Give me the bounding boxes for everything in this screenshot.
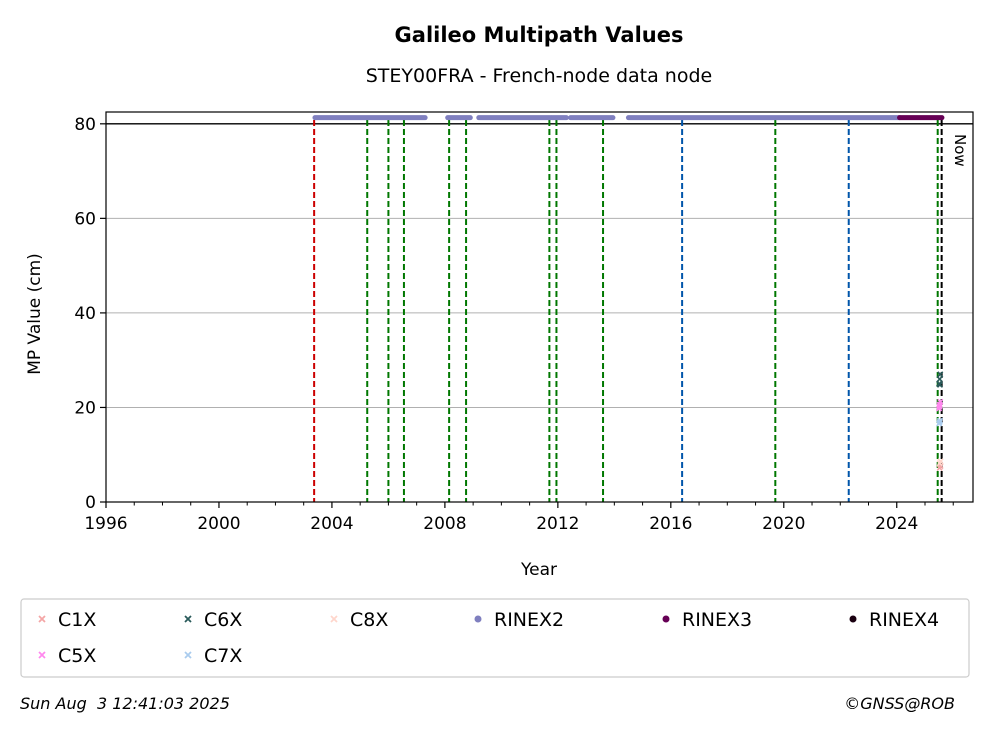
legend-label: RINEX3 — [682, 609, 752, 631]
legend-item-rinex2: RINEX2 — [474, 609, 564, 631]
legend-item-c1x: C1X — [38, 609, 96, 631]
x-tick-label: 1996 — [84, 514, 127, 534]
series-C7X-point — [936, 417, 944, 424]
legend-label: RINEX4 — [869, 609, 939, 631]
series-C6X-point — [937, 371, 944, 378]
y-tick-label: 80 — [74, 115, 96, 135]
y-tick-label: 40 — [74, 304, 96, 324]
x-tick-label: 2020 — [762, 514, 805, 534]
marker-stroke — [936, 376, 943, 383]
marker-stroke — [937, 371, 944, 378]
chart-title: Galileo Multipath Values — [395, 23, 684, 47]
legend: C1X C6X C8X RINEX2 RINEX3 RINEX4 C5X C7X — [38, 609, 939, 667]
series-C6X-point — [936, 376, 943, 383]
legend-marker — [184, 651, 192, 659]
axis-ticks: 0 20 40 60 80 1996 2000 2004 2008 2012 2016 2020 202… — [74, 115, 954, 534]
y-tick-label: 60 — [74, 209, 96, 229]
event-lines — [313, 120, 943, 502]
marker-stroke — [937, 398, 944, 405]
marker-stroke — [936, 381, 944, 388]
x-tick-label: 2012 — [536, 514, 579, 534]
series-C7X-point — [936, 419, 943, 426]
legend-item-c5x: C5X — [38, 645, 96, 667]
footer-timestamp: Sun Aug 3 12:41:03 2025 — [20, 694, 230, 713]
marker-stroke — [937, 463, 944, 470]
x-tick-label: 2000 — [197, 514, 240, 534]
legend-marker — [662, 615, 670, 623]
data-points — [312, 115, 945, 472]
series-C6X-point — [936, 381, 944, 388]
legend-label: C6X — [204, 609, 242, 631]
chart-subtitle: STEY00FRA - French-node data node — [366, 65, 712, 87]
x-tick-label: 2004 — [310, 514, 353, 534]
x-tick-label: 2016 — [649, 514, 692, 534]
now-label: Now — [951, 134, 969, 167]
legend-item-rinex3: RINEX3 — [662, 609, 752, 631]
marker-stroke — [937, 458, 944, 465]
legend-label: C8X — [350, 609, 388, 631]
legend-item-c7x: C7X — [184, 645, 242, 667]
x-axis-label: Year — [520, 560, 557, 580]
marker-stroke — [936, 417, 944, 424]
legend-box — [20, 598, 970, 678]
marker-stroke — [936, 403, 943, 410]
x-tick-label: 2008 — [423, 514, 466, 534]
legend-label: RINEX2 — [494, 609, 564, 631]
y-axis-label: MP Value (cm) — [25, 253, 45, 375]
legend-item-c6x: C6X — [184, 609, 242, 631]
grid-lines — [106, 123, 973, 408]
legend-marker — [38, 651, 46, 659]
legend-item-c8x: C8X — [330, 609, 388, 631]
y-tick-label: 20 — [74, 398, 96, 418]
legend-marker — [38, 615, 46, 623]
legend-marker — [849, 615, 857, 623]
footer-credit: ©GNSS@ROB — [844, 694, 955, 713]
legend-label: C5X — [58, 645, 96, 667]
marker-stroke — [936, 419, 943, 426]
x-tick-label: 2024 — [875, 514, 918, 534]
legend-marker — [184, 615, 192, 623]
plot-frame — [105, 111, 974, 503]
legend-label: C1X — [58, 609, 96, 631]
legend-label: C7X — [204, 645, 242, 667]
legend-marker — [474, 615, 482, 623]
y-tick-label: 0 — [85, 493, 96, 513]
legend-marker — [330, 615, 338, 623]
legend-item-rinex4: RINEX4 — [849, 609, 939, 631]
series-C5X-point — [937, 398, 944, 405]
series-C5X-point — [936, 403, 943, 410]
series-C8X-point — [937, 458, 944, 465]
